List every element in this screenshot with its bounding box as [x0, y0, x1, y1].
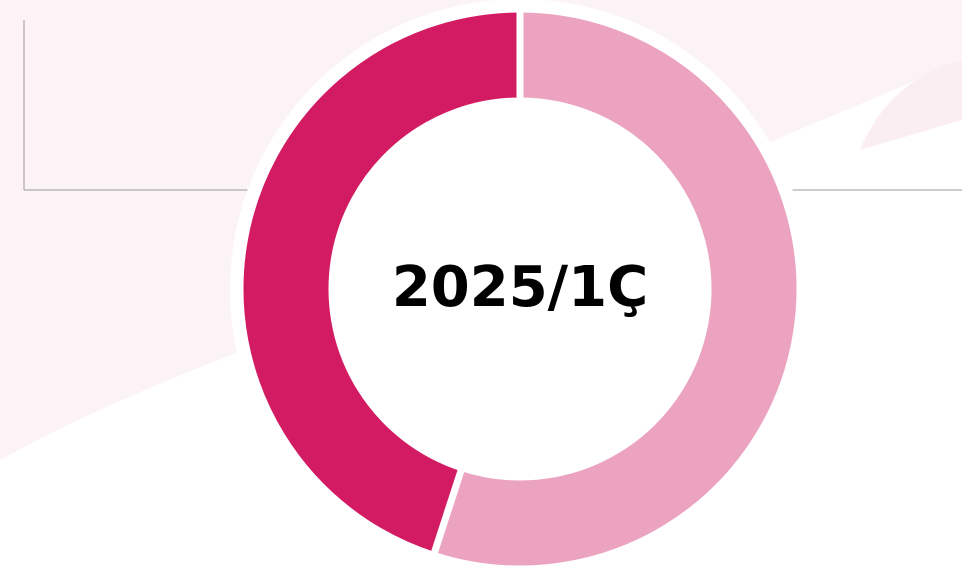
donut [236, 5, 804, 569]
center-label: 2025/1Ç [392, 255, 648, 320]
donut-slice [236, 5, 524, 560]
donut-slice [429, 5, 804, 569]
background-shape [860, 60, 962, 150]
